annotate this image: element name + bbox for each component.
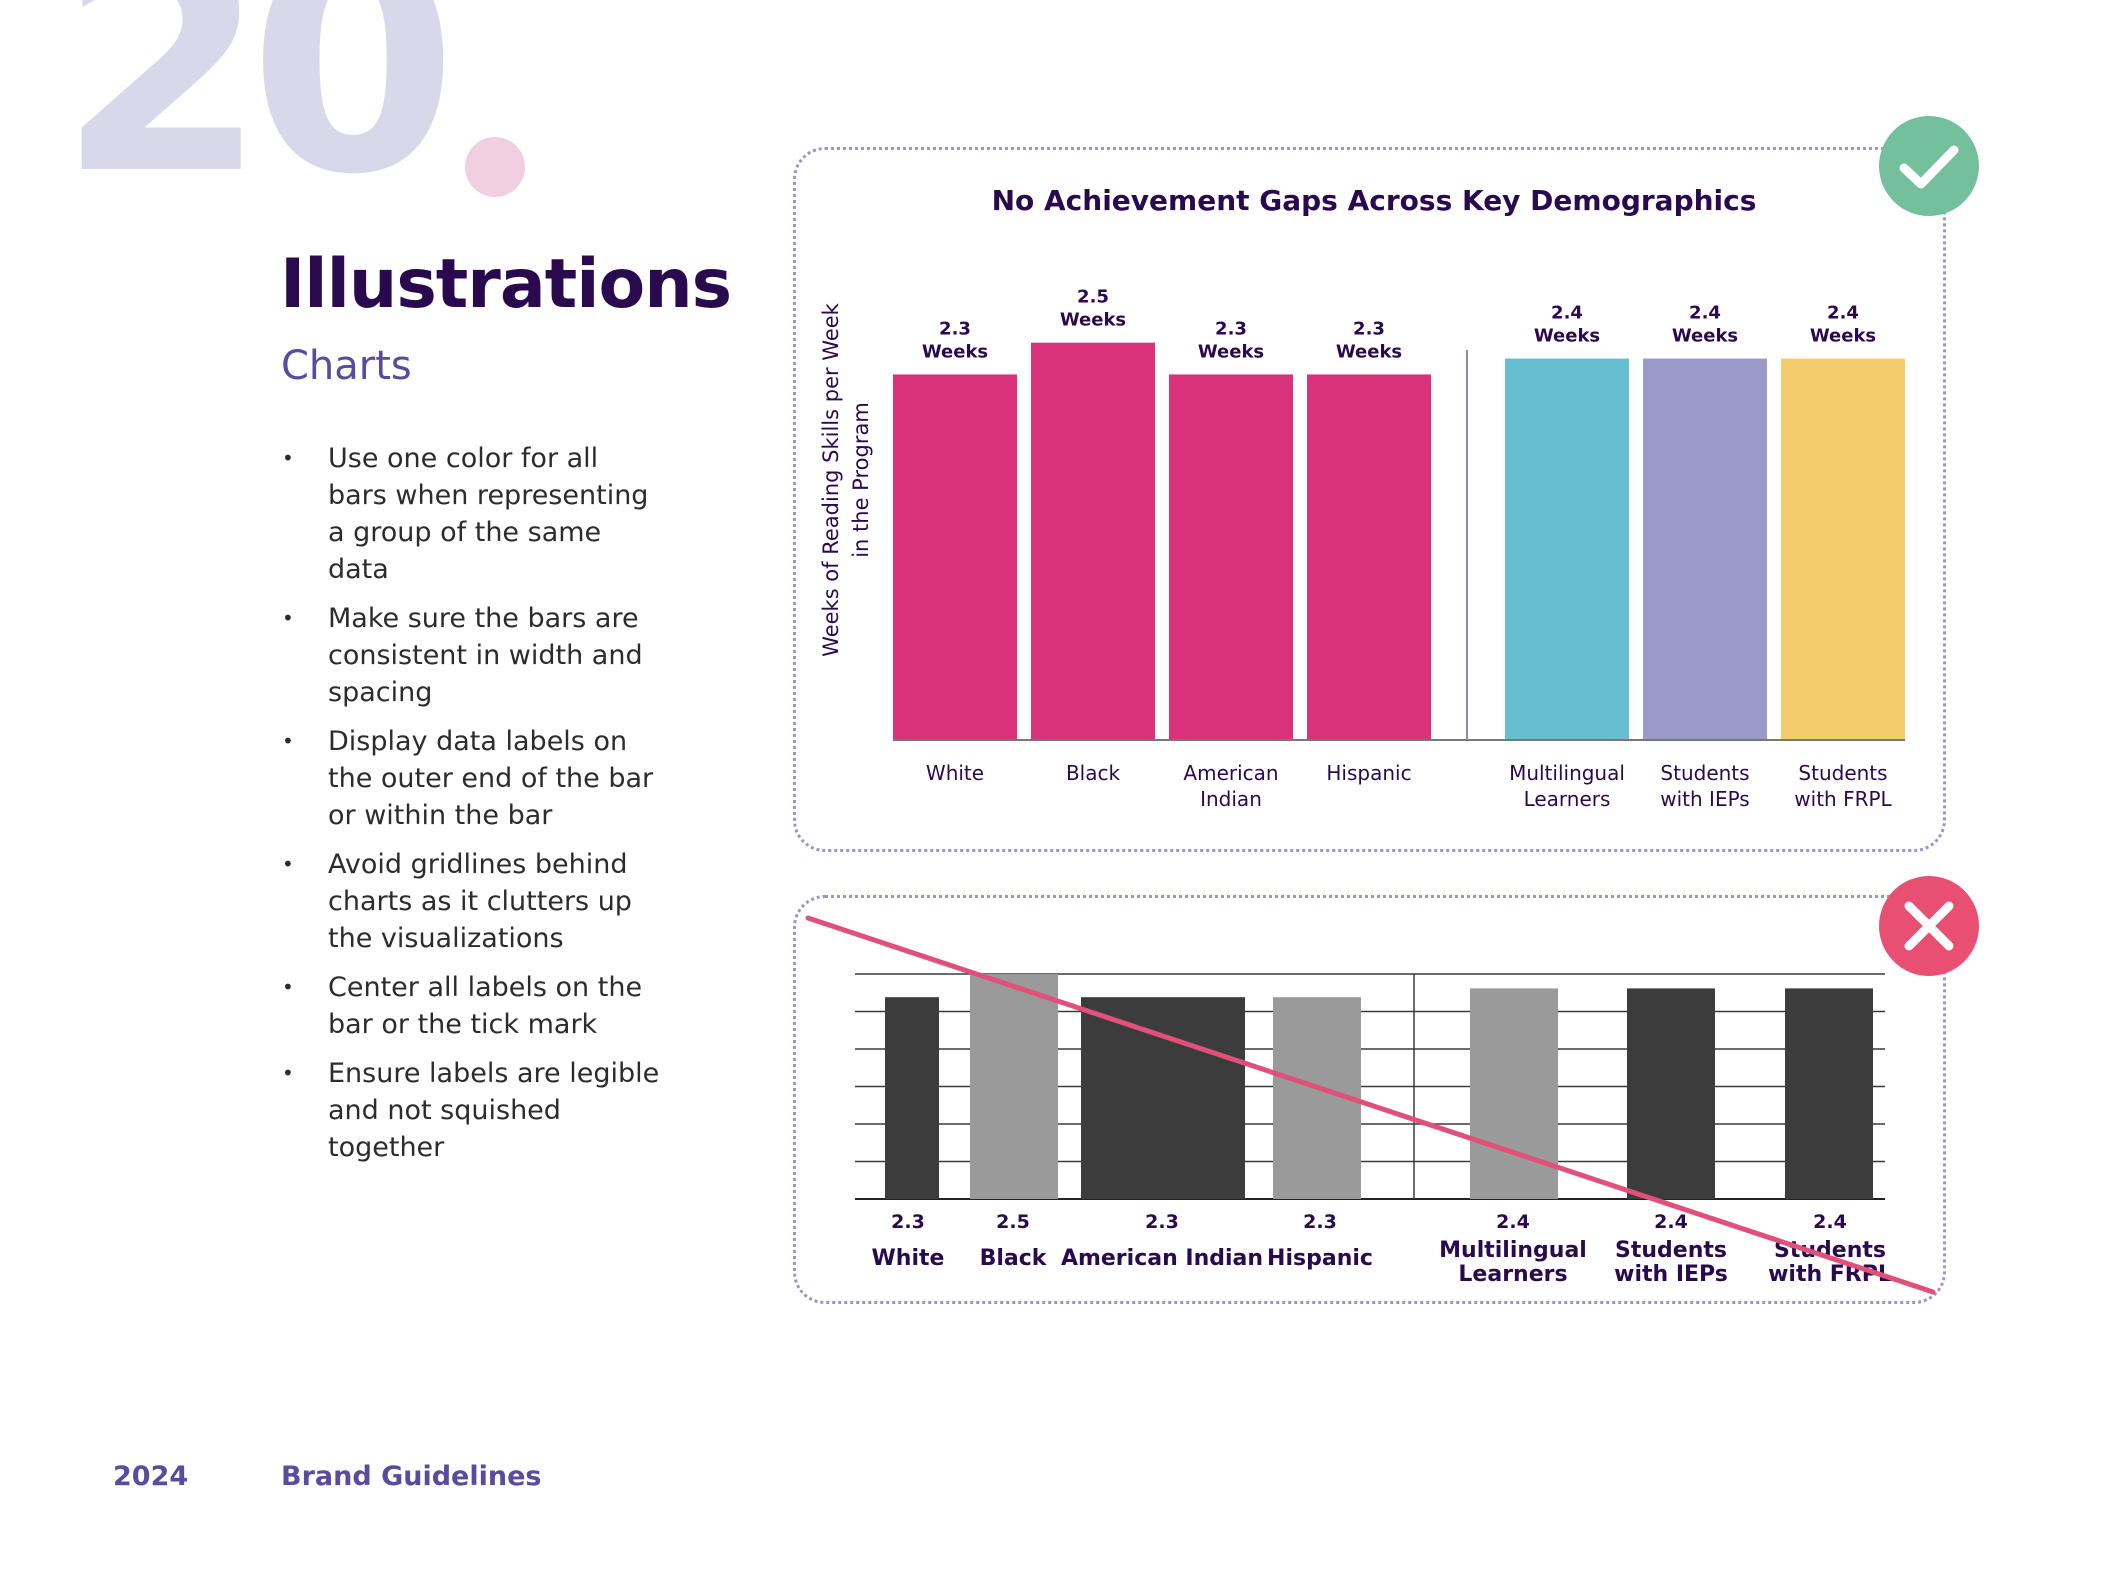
x-tick-label: Multilingual bbox=[1509, 761, 1625, 785]
guideline-text: Use one color for all bars when represen… bbox=[328, 443, 649, 585]
bar bbox=[893, 374, 1017, 740]
data-label-value: 2.3 bbox=[891, 1211, 925, 1233]
bar bbox=[1785, 988, 1873, 1199]
bullet-icon: • bbox=[282, 446, 294, 470]
chart-title: No Achievement Gaps Across Key Demograph… bbox=[992, 184, 1757, 217]
data-label-value: 2.3 bbox=[1303, 1211, 1337, 1233]
x-tick-label: Black bbox=[1066, 761, 1121, 785]
bar bbox=[1169, 374, 1293, 740]
guideline-text: Display data labels on the outer end of … bbox=[328, 726, 654, 831]
y-axis-label-line: Weeks of Reading Skills per Week bbox=[819, 302, 843, 657]
footer-label: Brand Guidelines bbox=[281, 1461, 542, 1492]
bar bbox=[1031, 342, 1155, 740]
checkmark-icon bbox=[1899, 145, 1959, 189]
bar bbox=[1081, 997, 1245, 1199]
data-label-unit: Weeks bbox=[1810, 326, 1876, 347]
page-number: 20 bbox=[58, 0, 458, 240]
bar bbox=[885, 997, 939, 1199]
y-axis-label: Weeks of Reading Skills per Week in the P… bbox=[819, 302, 873, 657]
bar bbox=[970, 974, 1058, 1199]
x-tick-label: Students bbox=[1660, 761, 1749, 785]
bar bbox=[1781, 358, 1905, 740]
bullet-icon: • bbox=[282, 729, 294, 753]
bar bbox=[1470, 988, 1558, 1199]
data-label-value: 2.5 bbox=[1077, 287, 1109, 308]
data-label-value: 2.3 bbox=[1215, 318, 1247, 339]
x-tick-label: Students bbox=[1615, 1238, 1727, 1263]
data-label-value: 2.4 bbox=[1496, 1211, 1530, 1233]
x-tick-label: with IEPs bbox=[1614, 1262, 1728, 1287]
guideline-item: • Ensure labels are legible and not squis… bbox=[282, 1055, 662, 1166]
good-badge bbox=[1879, 116, 1979, 216]
data-label-value: 2.4 bbox=[1654, 1211, 1688, 1233]
guidelines-list: • Use one color for all bars when represe… bbox=[282, 440, 662, 1178]
data-label-value: 2.4 bbox=[1551, 303, 1583, 324]
x-tick-label: American bbox=[1183, 761, 1278, 785]
data-label-value: 2.4 bbox=[1689, 303, 1721, 324]
bar bbox=[1505, 358, 1629, 740]
x-tick-label: White bbox=[872, 1246, 945, 1271]
bad-badge bbox=[1879, 876, 1979, 976]
data-label-unit: Weeks bbox=[1198, 341, 1264, 362]
guideline-item: • Use one color for all bars when represe… bbox=[282, 440, 662, 588]
x-tick-label: with FRPL bbox=[1768, 1262, 1892, 1287]
bullet-icon: • bbox=[282, 606, 294, 630]
x-tick-label: Multilingual bbox=[1439, 1238, 1587, 1263]
data-label-unit: Weeks bbox=[1060, 310, 1126, 331]
x-mark-icon bbox=[1904, 901, 1954, 951]
x-tick-label: Learners bbox=[1524, 787, 1611, 811]
data-label-unit: Weeks bbox=[1672, 326, 1738, 347]
x-tick-label: Learners bbox=[1458, 1262, 1567, 1287]
data-label-value: 2.3 bbox=[1145, 1211, 1179, 1233]
bar bbox=[1643, 358, 1767, 740]
bullet-icon: • bbox=[282, 975, 294, 999]
guideline-item: • Center all labels on the bar or the tic… bbox=[282, 969, 662, 1043]
guideline-item: • Make sure the bars are consistent in wi… bbox=[282, 600, 662, 711]
data-label-value: 2.5 bbox=[996, 1211, 1030, 1233]
data-label-value: 2.4 bbox=[1813, 1211, 1847, 1233]
guideline-text: Make sure the bars are consistent in wid… bbox=[328, 603, 643, 708]
x-tick-label: Indian bbox=[1200, 787, 1262, 811]
page-number-dot bbox=[465, 137, 525, 197]
strike-through-line bbox=[805, 915, 1936, 1295]
bar bbox=[1307, 374, 1431, 740]
guideline-item: • Display data labels on the outer end of… bbox=[282, 723, 662, 834]
x-tick-label: Black bbox=[980, 1246, 1048, 1271]
section-title: Illustrations bbox=[280, 245, 732, 324]
guideline-text: Ensure labels are legible and not squish… bbox=[328, 1058, 660, 1163]
x-tick-label: White bbox=[926, 761, 984, 785]
guideline-text: Avoid gridlines behind charts as it clut… bbox=[328, 849, 632, 954]
data-label-value: 2.3 bbox=[939, 318, 971, 339]
x-tick-label: with IEPs bbox=[1660, 787, 1749, 811]
good-example-panel bbox=[793, 147, 1946, 852]
bad-example-panel bbox=[793, 895, 1946, 1304]
y-axis-label-line: in the Program bbox=[849, 402, 873, 558]
x-tick-label: Students bbox=[1798, 761, 1887, 785]
x-tick-label: Hispanic bbox=[1326, 761, 1411, 785]
guideline-text: Center all labels on the bar or the tick… bbox=[328, 972, 643, 1040]
bullet-icon: • bbox=[282, 852, 294, 876]
data-label-value: 2.3 bbox=[1353, 318, 1385, 339]
section-subtitle: Charts bbox=[281, 343, 412, 389]
x-tick-label: with FRPL bbox=[1794, 787, 1892, 811]
bullet-icon: • bbox=[282, 1061, 294, 1085]
data-label-unit: Weeks bbox=[922, 341, 988, 362]
data-label-value: 2.4 bbox=[1827, 303, 1859, 324]
bar bbox=[1627, 988, 1715, 1199]
data-label-unit: Weeks bbox=[1534, 326, 1600, 347]
footer-year: 2024 bbox=[113, 1461, 189, 1492]
guideline-item: • Avoid gridlines behind charts as it clu… bbox=[282, 846, 662, 957]
x-tick-label: American Indian bbox=[1061, 1246, 1263, 1271]
data-label-unit: Weeks bbox=[1336, 341, 1402, 362]
x-tick-label: Hispanic bbox=[1267, 1246, 1373, 1271]
